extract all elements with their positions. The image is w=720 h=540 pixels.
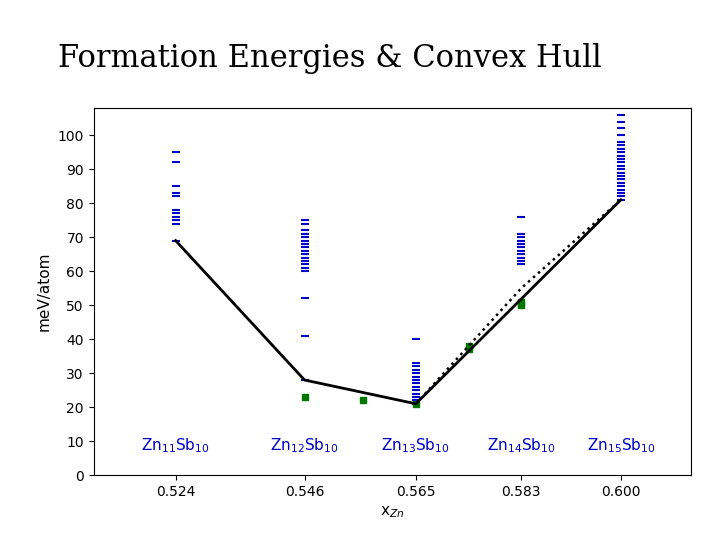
- Text: Zn$_{13}$Sb$_{10}$: Zn$_{13}$Sb$_{10}$: [382, 436, 450, 455]
- Text: Zn$_{15}$Sb$_{10}$: Zn$_{15}$Sb$_{10}$: [587, 436, 655, 455]
- X-axis label: x$_{Zn}$: x$_{Zn}$: [380, 504, 405, 520]
- Text: Zn$_{12}$Sb$_{10}$: Zn$_{12}$Sb$_{10}$: [270, 436, 339, 455]
- Text: Zn$_{11}$Sb$_{10}$: Zn$_{11}$Sb$_{10}$: [141, 436, 210, 455]
- Text: Zn$_{14}$Sb$_{10}$: Zn$_{14}$Sb$_{10}$: [487, 436, 556, 455]
- Y-axis label: meV/atom: meV/atom: [37, 252, 52, 332]
- Text: Formation Energies & Convex Hull: Formation Energies & Convex Hull: [58, 43, 601, 74]
